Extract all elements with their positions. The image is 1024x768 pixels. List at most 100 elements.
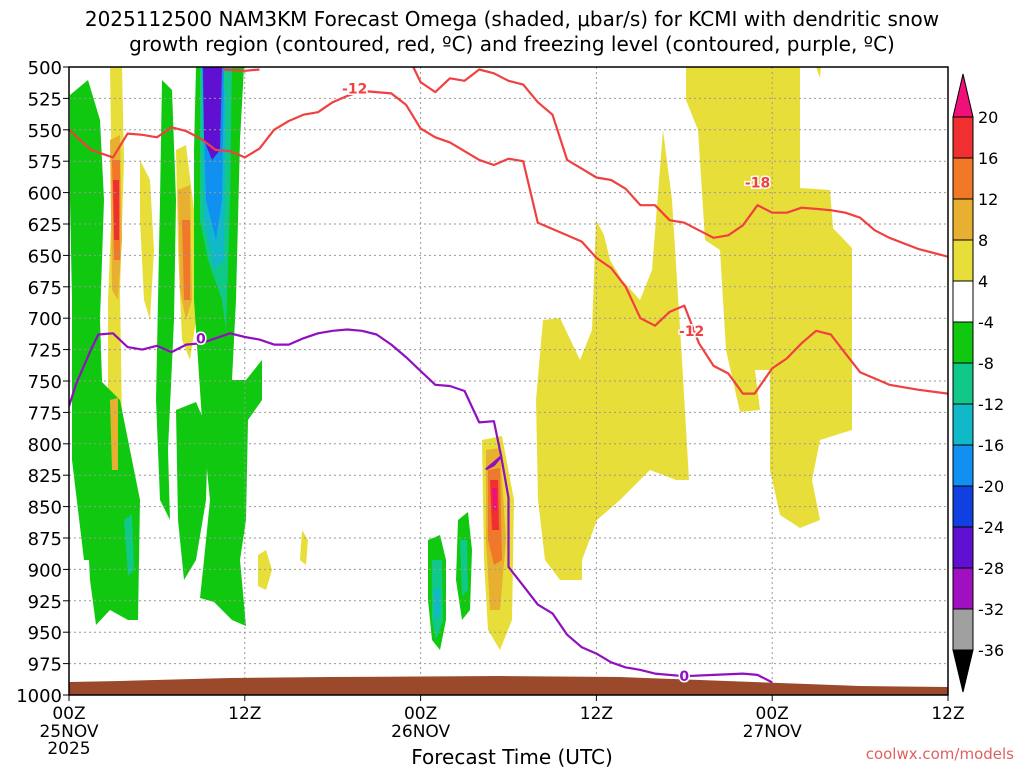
omega-shade-green: [84, 380, 140, 625]
colorbar-segment: [952, 198, 974, 241]
omega-shade-yellow: [688, 67, 696, 80]
colorbar-max-arrow: [952, 73, 974, 118]
x-tick-label: 12Z: [228, 704, 261, 724]
chart-title-line2: growth region (contoured, red, ºC) and f…: [129, 32, 895, 56]
x-tick-label: 00Z: [52, 704, 85, 724]
x-tick-date: 26NOV: [391, 722, 450, 742]
omega-shade-yellow: [140, 160, 154, 320]
colorbar-segment: [952, 567, 974, 610]
y-tick-label: 725: [28, 341, 62, 362]
omega-shading: [70, 67, 852, 650]
colorbar-segment: [952, 116, 974, 159]
omega-shade-yellow: [300, 530, 308, 565]
credit-text: coolwx.com/models: [866, 745, 1014, 763]
omega-shade-green: [156, 80, 176, 520]
omega-shade-green: [176, 402, 208, 580]
colorbar-label: 20: [978, 108, 998, 127]
y-tick-label: 900: [28, 560, 62, 581]
colorbar-label: 8: [978, 231, 988, 250]
omega-shade-magenta: [492, 488, 497, 510]
colorbar-segment: [952, 526, 974, 569]
dgz-isotherm-contour: [69, 89, 948, 395]
colorbar-segment: [952, 444, 974, 487]
y-tick-label: 575: [28, 152, 62, 173]
ground-terrain: [69, 676, 948, 695]
x-tick-label: 00Z: [756, 704, 789, 724]
colorbar-label: -20: [978, 477, 1004, 496]
y-tick-label: 875: [28, 529, 62, 550]
y-tick-label: 850: [28, 498, 62, 519]
colorbar-label: -4: [978, 313, 994, 332]
y-tick-label: 775: [28, 403, 62, 424]
omega-shade-cyan: [434, 588, 440, 618]
y-tick-label: 975: [28, 655, 62, 676]
omega-shade-teal: [460, 540, 468, 596]
colorbar-segment: [952, 608, 974, 651]
contour-label: -12: [342, 81, 367, 97]
omega-shade-orange: [182, 220, 190, 300]
colorbar-label: -28: [978, 559, 1004, 578]
dgz-isotherm-contour: [412, 67, 948, 258]
x-tick-label: 12Z: [931, 704, 964, 724]
colorbar-label: -24: [978, 518, 1004, 537]
colorbar-min-arrow: [952, 649, 974, 693]
omega-shade-red: [113, 180, 119, 240]
y-tick-label: 550: [28, 121, 62, 142]
x-tick-date: 25NOV: [39, 722, 98, 742]
omega-shade-yellow: [258, 550, 272, 590]
colorbar-label: 16: [978, 149, 998, 168]
dgz-isotherm-contour: [222, 68, 260, 72]
x-tick-label: 00Z: [404, 704, 437, 724]
colorbar-label: -16: [978, 436, 1004, 455]
omega-shade-yellow: [686, 67, 852, 528]
y-tick-label: 925: [28, 592, 62, 613]
y-axis: 500 525 550 575 600 625 650 675 700 725 750 775 800 8…: [16, 58, 69, 707]
colorbar-segment: [952, 280, 974, 323]
y-tick-label: 525: [28, 89, 62, 110]
y-tick-label: 700: [28, 309, 62, 330]
y-tick-label: 600: [28, 184, 62, 205]
colorbar-segment: [952, 157, 974, 200]
y-tick-label: 625: [28, 215, 62, 236]
colorbar-label: 12: [978, 190, 998, 209]
y-tick-label: 750: [28, 372, 62, 393]
x-axis-label: Forecast Time (UTC): [411, 745, 613, 768]
colorbar-segment: [952, 362, 974, 405]
omega-shade-teal: [124, 514, 134, 576]
chart-title-line1: 2025112500 NAM3KM Forecast Omega (shaded…: [84, 7, 940, 31]
colorbar: 20 16 12 8 4 -4 -8 -12 -16 -20 -24 -28 -32 -36: [952, 73, 1004, 693]
contour-label: -12: [679, 324, 704, 340]
x-tick-label: 12Z: [580, 704, 613, 724]
colorbar-label: -8: [978, 354, 994, 373]
colorbar-segment: [952, 321, 974, 364]
omega-shade-purple: [203, 67, 222, 160]
contour-labels: -12 -12 -18 0 0: [194, 80, 771, 687]
omega-shade-yellow: [816, 67, 821, 78]
contour-label: -18: [745, 176, 770, 192]
colorbar-segment: [952, 403, 974, 446]
colorbar-label: -32: [978, 600, 1004, 619]
y-tick-label: 800: [28, 435, 62, 456]
colorbar-segment: [952, 239, 974, 282]
omega-shade-gold: [110, 398, 118, 470]
omega-shade-yellow: [536, 130, 689, 580]
x-tick-year: 2025: [47, 739, 90, 759]
y-tick-label: 650: [28, 246, 62, 267]
colorbar-segment: [952, 485, 974, 528]
y-tick-label: 825: [28, 466, 62, 487]
y-tick-label: 500: [28, 58, 62, 79]
ground-surface-band: [69, 676, 948, 695]
freezing-level-contour: [69, 328, 773, 684]
contours: [69, 67, 948, 684]
grid: [69, 67, 948, 695]
colorbar-label: 4: [978, 272, 988, 291]
colorbar-label: -12: [978, 395, 1004, 414]
contour-label: 0: [679, 669, 689, 685]
y-tick-label: 675: [28, 278, 62, 299]
x-tick-date: 27NOV: [743, 722, 802, 742]
y-tick-label: 1000: [16, 686, 62, 707]
colorbar-label: -36: [978, 641, 1004, 660]
